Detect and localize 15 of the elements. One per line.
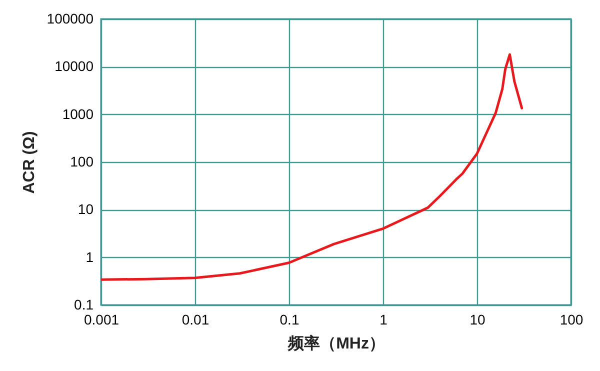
- x-tick-label: 1: [380, 312, 388, 328]
- y-tick-label: 10: [78, 201, 94, 218]
- y-tick-label: 1000: [62, 106, 94, 122]
- x-tick-label: 0.01: [182, 312, 210, 328]
- x-tick-label: 0.1: [280, 312, 300, 328]
- x-tick-label: 0.001: [84, 312, 120, 328]
- y-tick-label: 10000: [54, 58, 94, 74]
- y-tick-label: 100000: [46, 10, 94, 26]
- y-tick-label: 0.1: [74, 296, 94, 312]
- y-tick-label: 1: [86, 248, 94, 265]
- x-axis-title: 频率（MHz）: [287, 334, 385, 352]
- x-tick-label: 10: [470, 312, 486, 328]
- y-axis-title: ACR (Ω): [20, 131, 38, 194]
- y-tick-label: 100: [70, 154, 94, 170]
- x-tick-label: 100: [560, 312, 584, 328]
